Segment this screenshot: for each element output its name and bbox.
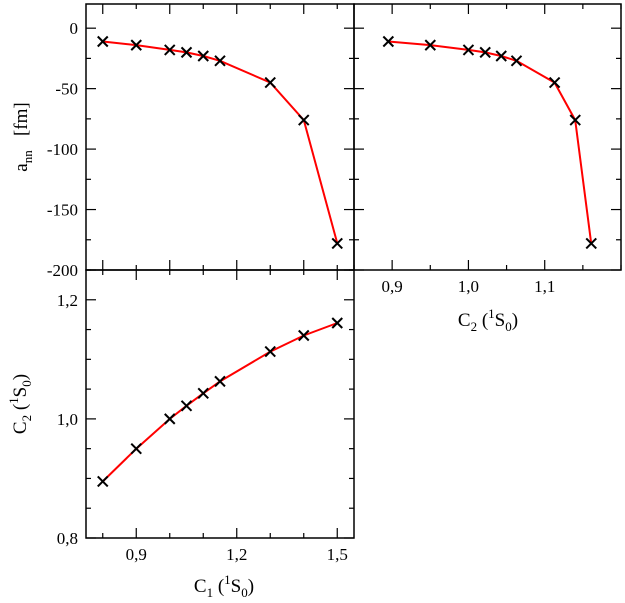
- bl-data-point-stroke: [130, 442, 142, 455]
- bl-data-point: [97, 475, 109, 488]
- panel-top-right-frame: [353, 3, 622, 271]
- tl-data-point: [298, 114, 310, 126]
- tl-y-tick-label: -200: [47, 261, 78, 280]
- tr-data-point: [495, 50, 507, 62]
- tr-data-point: [510, 55, 523, 67]
- bl-data-point-stroke: [197, 387, 209, 399]
- tr-x-tick-label: 1,0: [458, 277, 479, 296]
- tl-data-point: [214, 55, 226, 67]
- bl-x-tick-label: 1,2: [226, 545, 247, 564]
- tr-data-point-stroke: [479, 46, 491, 59]
- bl-y-tick-label: 0,8: [57, 529, 78, 548]
- tr-data-point-stroke: [569, 114, 581, 126]
- bl-data-point-stroke: [214, 375, 226, 388]
- bl-data-point: [264, 345, 276, 358]
- tl-data-point: [97, 35, 109, 48]
- bl-y-tick-label: 1,0: [57, 410, 78, 429]
- bl-data-point-stroke: [164, 413, 176, 425]
- tr-data-point: [479, 46, 491, 59]
- tl-y-tick-label: -100: [47, 140, 78, 159]
- panel-top-left-ticks: [86, 4, 354, 271]
- tl-data-point: [197, 50, 209, 62]
- bl-x-tick-label: 1,5: [327, 545, 348, 564]
- tl-data-point: [180, 46, 193, 59]
- bl-data-point: [298, 329, 310, 342]
- tl-data-point-stroke: [298, 114, 310, 126]
- panel-top-left: 0 -50 -100 -150 -200 ann [fm]: [11, 3, 355, 280]
- bl-data-point: [130, 442, 142, 455]
- tr-data-point: [382, 35, 395, 48]
- panel-top-left-y-axis-label: ann [fm]: [11, 102, 35, 171]
- panel-bottom-left-y-axis-label: C2 (1S0): [6, 374, 34, 434]
- bl-data-point-stroke: [264, 345, 276, 358]
- tl-y-tick-label: 0: [70, 19, 79, 38]
- panel-bottom-left-ticks: [86, 269, 354, 539]
- tr-data-point-stroke: [548, 76, 561, 89]
- panel-bottom-left-markers: [97, 317, 343, 488]
- tr-data-point-stroke: [585, 237, 597, 250]
- panel-top-right-tick-labels: 0,9 1,0 1,1: [382, 277, 556, 296]
- tl-data-point: [130, 39, 142, 51]
- tr-x-tick-label: 1,1: [534, 277, 555, 296]
- panel-top-right: 0,9 1,0 1,1 C2 (1S0): [353, 3, 622, 334]
- bl-data-point-stroke: [298, 329, 310, 342]
- tr-data-point: [424, 39, 436, 51]
- tr-data-point-stroke: [510, 55, 523, 67]
- tl-data-point-stroke: [180, 46, 193, 59]
- tl-data-point: [331, 237, 343, 250]
- panel-bottom-left: 0,9 1,2 1,5 0,8 1,0 1,2 C1 (1S0) C2 (1S0): [6, 269, 355, 600]
- bl-x-tick-label: 0,9: [126, 545, 147, 564]
- panel-top-left-tick-labels: 0 -50 -100 -150 -200: [47, 19, 78, 280]
- tl-data-point: [164, 44, 176, 56]
- panel-top-left-markers: [97, 35, 343, 250]
- bl-data-point-stroke: [97, 475, 109, 488]
- panel-top-right-ticks: [353, 4, 622, 271]
- panel-bottom-left-x-axis-label: C1 (1S0): [194, 572, 254, 600]
- tl-data-point-stroke: [197, 50, 209, 62]
- tr-data-point: [462, 44, 475, 56]
- tr-data-point-stroke: [462, 44, 475, 56]
- tl-data-point-stroke: [97, 35, 109, 48]
- tr-x-tick-label: 0,9: [382, 277, 403, 296]
- panel-bottom-left-series-line: [102, 322, 338, 483]
- tr-data-point-stroke: [424, 39, 436, 51]
- tl-data-point-stroke: [214, 55, 226, 67]
- tr-data-point: [569, 114, 581, 126]
- bl-data-point-stroke: [331, 317, 343, 329]
- tl-data-point-stroke: [164, 44, 176, 56]
- tl-y-tick-label: -150: [47, 201, 78, 220]
- tl-data-point-stroke: [264, 76, 276, 89]
- bl-data-point: [331, 317, 343, 329]
- tr-data-point-stroke: [382, 35, 395, 48]
- bl-data-point: [197, 387, 209, 399]
- tl-data-point-stroke: [130, 39, 142, 51]
- panel-top-right-x-axis-label: C2 (1S0): [458, 306, 518, 334]
- panel-bottom-left-tick-labels: 0,9 1,2 1,5 0,8 1,0 1,2: [57, 291, 348, 564]
- panel-top-left-series-line: [102, 40, 339, 244]
- tr-data-point: [548, 76, 561, 89]
- tl-y-tick-label: -50: [55, 80, 78, 99]
- bl-data-point-stroke: [180, 400, 193, 412]
- panel-top-right-series-line: [388, 40, 593, 244]
- bl-data-point: [214, 375, 226, 388]
- tr-data-point-stroke: [495, 50, 507, 62]
- panel-bottom-left-frame: [85, 269, 355, 539]
- bl-y-tick-label: 1,2: [57, 291, 78, 310]
- bl-data-point: [164, 413, 176, 425]
- tr-data-point: [585, 237, 597, 250]
- panel-top-right-markers: [382, 35, 597, 250]
- bl-data-point: [180, 400, 193, 412]
- tl-data-point-stroke: [331, 237, 343, 250]
- tl-data-point: [264, 76, 276, 89]
